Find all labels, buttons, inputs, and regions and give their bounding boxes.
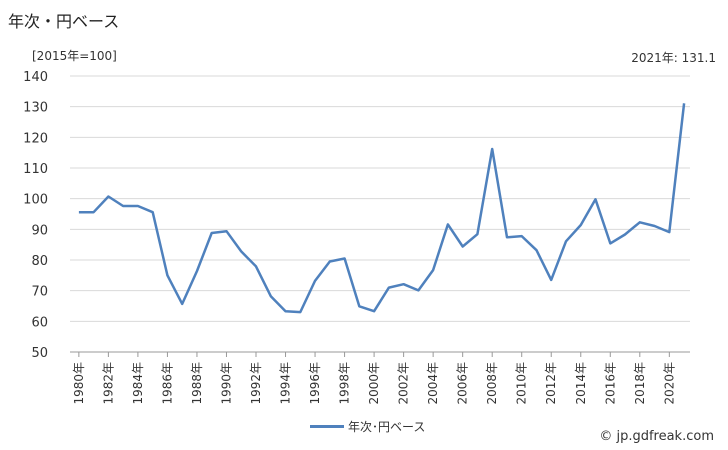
unit-label: [2015年=100] (32, 49, 117, 63)
x-tick-label: 1982年 (101, 362, 115, 405)
legend-label: 年次･円ベース (348, 420, 426, 434)
x-tick-label: 2004年 (426, 362, 440, 405)
y-tick-label: 50 (31, 346, 48, 361)
credit-text: © jp.gdfreak.com (599, 429, 714, 444)
x-tick-label: 1988年 (190, 362, 204, 405)
y-tick-label: 140 (23, 70, 48, 85)
y-tick-label: 120 (23, 131, 48, 146)
y-tick-label: 100 (23, 193, 48, 208)
x-tick-label: 2006年 (456, 362, 470, 405)
y-tick-label: 90 (31, 223, 48, 238)
x-tick-label: 1980年 (72, 362, 86, 405)
x-tick-label: 1996年 (308, 362, 322, 405)
chart-title: 年次・円ベース (8, 12, 120, 31)
y-tick-label: 70 (31, 285, 48, 300)
x-tick-label: 1992年 (249, 362, 263, 405)
x-tick-label: 2020年 (662, 362, 676, 405)
x-tick-label: 1984年 (131, 362, 145, 405)
series-line (78, 103, 686, 314)
x-tick-label: 2018年 (633, 362, 647, 405)
y-tick-label: 80 (31, 254, 48, 269)
latest-value-label: 2021年: 131.1 (631, 51, 716, 65)
y-tick-label: 110 (23, 162, 48, 177)
x-tick-label: 1990年 (219, 362, 233, 405)
x-tick-label: 1994年 (279, 362, 293, 405)
x-tick-label: 2016年 (603, 362, 617, 405)
x-tick-label: 2000年 (367, 362, 381, 405)
x-tick-label: 2014年 (574, 362, 588, 405)
x-tick-label: 2008年 (485, 362, 499, 405)
x-tick-label: 1998年 (338, 362, 352, 405)
legend-swatch (310, 425, 344, 428)
x-tick-label: 2010年 (515, 362, 529, 405)
y-tick-label: 130 (23, 101, 48, 116)
x-tick-label: 2002年 (397, 362, 411, 405)
legend: 年次･円ベース (310, 418, 425, 435)
x-tick-label: 1986年 (160, 362, 174, 405)
y-tick-label: 60 (31, 315, 48, 330)
x-tick-label: 2012年 (544, 362, 558, 405)
